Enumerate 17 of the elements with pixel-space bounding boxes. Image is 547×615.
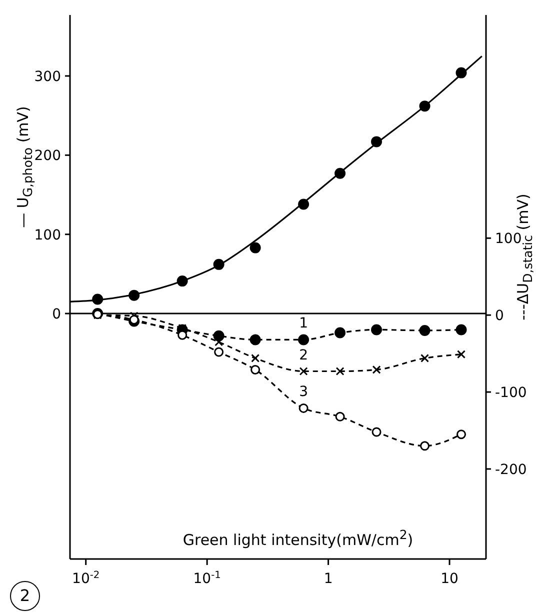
circle-outline: 2 <box>10 581 40 611</box>
series-label: 2 <box>299 347 308 364</box>
x-tick-label: 1 <box>324 571 333 587</box>
y-tick-label: 300 <box>34 68 61 85</box>
y-tick-label: 200 <box>34 148 61 164</box>
x-axis-title: Green light intensity(mW/cm$^{2}$) <box>182 527 414 549</box>
series-label: 3 <box>299 384 308 400</box>
y2-tick-label: -200 <box>495 462 527 478</box>
y-tick-label: 100 <box>34 227 61 244</box>
x-tick-label: 10 <box>440 571 458 587</box>
series-label: 1 <box>299 316 308 332</box>
y2-tick-label: 100 <box>495 231 522 248</box>
y-tick-label: 0 <box>52 306 61 323</box>
x-tick-label: 10$^{-1}$ <box>193 570 221 587</box>
y2-tick-label: -100 <box>495 385 527 402</box>
y2-tick-label: 0 <box>495 308 504 324</box>
x-tick-label: 10$^{-2}$ <box>72 570 100 587</box>
